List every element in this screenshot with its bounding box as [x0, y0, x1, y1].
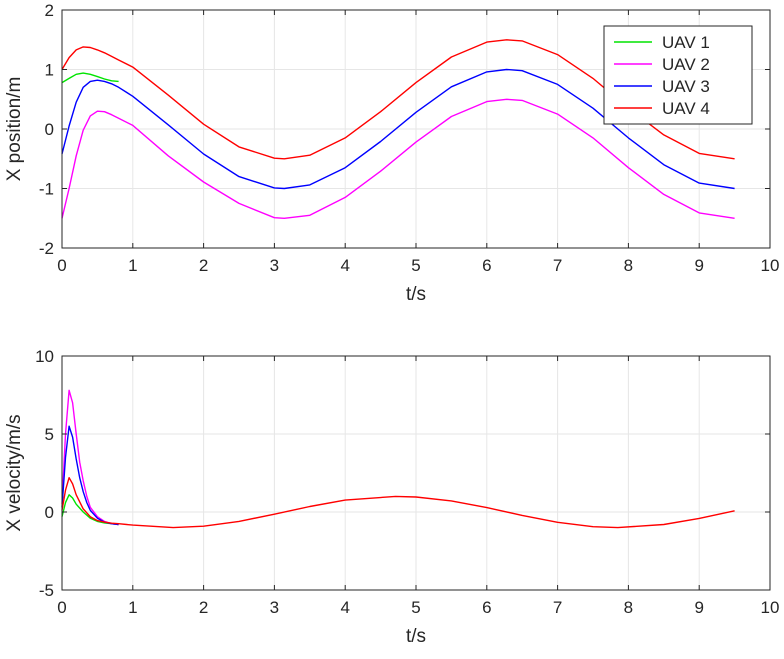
legend-label-uav-4: UAV 4	[662, 99, 710, 118]
x-tick-label: 7	[553, 598, 562, 617]
x-axis-label: t/s	[406, 626, 426, 647]
x-tick-label: 3	[270, 256, 279, 275]
series-line-uav-4	[61, 477, 735, 529]
series-line-uav-1	[61, 72, 119, 84]
y-tick-label: -5	[39, 581, 54, 600]
x-axis-label: t/s	[406, 284, 426, 305]
x-tick-label: 7	[553, 256, 562, 275]
y-tick-label: -1	[39, 180, 54, 199]
y-tick-label: -2	[39, 239, 54, 258]
series-line-uav-2	[61, 98, 735, 220]
x-tick-label: 4	[340, 256, 349, 275]
x-tick-label: 4	[340, 598, 349, 617]
y-axis-label: X position/m	[4, 77, 25, 182]
x-tick-label: 1	[128, 256, 137, 275]
x-tick-label: 2	[199, 256, 208, 275]
y-axis-label: X velocity/m/s	[4, 414, 25, 531]
y-tick-label: 10	[35, 347, 54, 366]
legend-label-uav-2: UAV 2	[662, 55, 710, 74]
x-tick-label: 6	[482, 598, 491, 617]
y-tick-label: 1	[45, 61, 54, 80]
y-tick-label: 2	[45, 1, 54, 20]
x-tick-label: 0	[57, 598, 66, 617]
x-tick-label: 8	[624, 598, 633, 617]
legend-label-uav-3: UAV 3	[662, 77, 710, 96]
legend: UAV 1 UAV 2 UAV 3 UAV 4	[603, 25, 753, 125]
x-tick-label: 10	[761, 598, 780, 617]
series-line-uav-3	[61, 68, 735, 190]
y-tick-label: 5	[45, 425, 54, 444]
y-tick-label: 0	[45, 120, 54, 139]
legend-label-uav-1: UAV 1	[662, 33, 710, 52]
x-tick-label: 9	[694, 256, 703, 275]
y-tick-label: 0	[45, 503, 54, 522]
x-tick-label: 5	[411, 256, 420, 275]
x-tick-label: 8	[624, 256, 633, 275]
x-tick-label: 9	[694, 598, 703, 617]
x-tick-label: 1	[128, 598, 137, 617]
x-tick-label: 6	[482, 256, 491, 275]
x-tick-label: 0	[57, 256, 66, 275]
x-tick-label: 3	[270, 598, 279, 617]
x-tick-label: 10	[761, 256, 780, 275]
x-tick-label: 2	[199, 598, 208, 617]
x-tick-label: 5	[411, 598, 420, 617]
series-line-uav-4	[61, 39, 735, 160]
